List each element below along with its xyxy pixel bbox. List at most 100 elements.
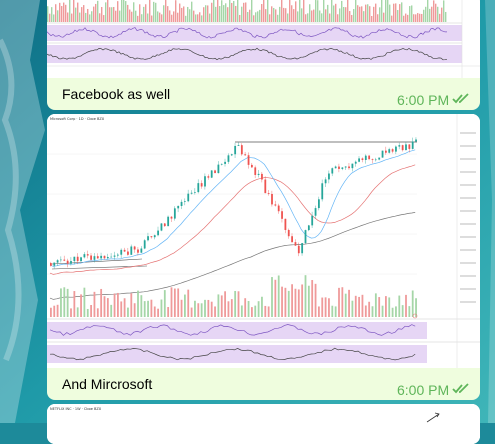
volume-bar xyxy=(255,12,257,22)
candle xyxy=(70,261,72,264)
volume-bar xyxy=(73,0,75,22)
candle xyxy=(244,154,247,156)
volume-bar xyxy=(183,6,185,22)
candle xyxy=(207,176,210,178)
volume-bar xyxy=(191,1,193,22)
price-scale-tick xyxy=(460,249,476,251)
candle xyxy=(86,254,89,256)
volume-bar xyxy=(227,7,229,22)
volume-bar xyxy=(411,5,413,23)
volume-bar xyxy=(395,306,397,317)
volume-bar xyxy=(163,5,165,22)
volume-bar xyxy=(69,0,71,23)
volume-bar xyxy=(115,10,117,22)
price-scale-tick xyxy=(460,275,476,277)
volume-bar xyxy=(219,6,221,22)
candle xyxy=(251,164,253,168)
volume-bar xyxy=(133,303,136,317)
volume-bar xyxy=(327,4,329,22)
volume-bar xyxy=(391,15,393,22)
message-bubble-microsoft[interactable]: Microsoft Corp · 1D · Cboe BZX And Mirc xyxy=(47,114,480,400)
candle xyxy=(271,193,273,205)
volume-bar xyxy=(153,1,155,22)
volume-bar xyxy=(81,7,83,22)
volume-bar xyxy=(195,14,197,22)
volume-bar xyxy=(324,297,327,317)
volume-bar xyxy=(66,288,69,317)
volume-bar xyxy=(267,0,269,23)
volume-bar xyxy=(321,297,324,317)
volume-bar xyxy=(217,294,220,317)
volume-bar xyxy=(329,13,331,22)
volume-bar xyxy=(177,288,180,317)
volume-bar xyxy=(214,306,216,317)
candle xyxy=(230,154,233,156)
volume-bar xyxy=(305,14,307,22)
candle xyxy=(254,167,257,175)
message-bubble-netflix[interactable]: NETFLIX INC · 1W · Cboe BZX xyxy=(47,404,480,444)
volume-bar xyxy=(398,295,401,317)
volume-bar xyxy=(83,5,85,22)
volume-bar xyxy=(97,0,99,23)
volume-bar xyxy=(257,301,260,317)
candle xyxy=(204,176,206,187)
volume-bar xyxy=(284,287,287,317)
candle xyxy=(73,256,76,262)
candle xyxy=(381,150,384,158)
volume-bar xyxy=(397,10,399,22)
candle xyxy=(287,229,290,237)
volume-bar xyxy=(271,6,273,22)
candle xyxy=(90,255,92,260)
volume-bar xyxy=(359,6,361,22)
candle xyxy=(56,260,59,263)
volume-bar xyxy=(431,6,433,22)
candle xyxy=(110,256,113,258)
volume-bar xyxy=(285,8,287,22)
volume-bar xyxy=(83,287,86,317)
price-scale-tick xyxy=(460,301,476,303)
netflix-chart-image[interactable]: NETFLIX INC · 1W · Cboe BZX xyxy=(47,404,480,444)
volume-bar xyxy=(137,15,139,22)
volume-bar xyxy=(135,10,137,22)
volume-bar xyxy=(207,5,209,22)
volume-bar xyxy=(237,0,239,22)
volume-bar xyxy=(364,305,367,317)
volume-bar xyxy=(96,308,99,317)
candle xyxy=(117,254,119,256)
volume-bar xyxy=(299,0,301,23)
volume-bar xyxy=(287,290,290,317)
volume-bar xyxy=(224,291,226,317)
volume-bar xyxy=(303,0,305,22)
volume-bar xyxy=(405,294,407,317)
candle xyxy=(63,259,66,261)
volume-bar xyxy=(297,289,300,317)
volume-bar xyxy=(141,14,143,22)
volume-bar xyxy=(381,0,383,23)
volume-bar xyxy=(106,298,109,317)
volume-bar xyxy=(113,293,116,317)
volume-bar xyxy=(149,0,151,22)
volume-bar xyxy=(357,5,359,22)
candle xyxy=(130,246,133,255)
candle xyxy=(314,208,317,216)
candle xyxy=(274,204,277,206)
facebook-chart-image[interactable] xyxy=(47,0,480,78)
message-bubble-facebook[interactable]: Facebook as well 6:00 PM xyxy=(47,0,480,110)
candle xyxy=(217,164,220,174)
candle xyxy=(170,216,173,219)
price-scale-tick xyxy=(460,236,476,238)
volume-bar xyxy=(187,6,189,22)
volume-bar xyxy=(127,4,129,22)
candle xyxy=(194,192,196,193)
volume-bar xyxy=(85,12,87,22)
candle xyxy=(351,163,354,169)
volume-bar xyxy=(257,11,259,22)
volume-bar xyxy=(100,288,103,317)
message-time: 6:00 PM xyxy=(397,382,450,398)
microsoft-chart-image[interactable]: Microsoft Corp · 1D · Cboe BZX xyxy=(47,114,480,368)
volume-bar xyxy=(77,2,79,22)
volume-bar xyxy=(117,1,119,22)
volume-bar xyxy=(443,0,445,22)
volume-bar xyxy=(197,14,199,22)
volume-bar xyxy=(375,3,377,22)
